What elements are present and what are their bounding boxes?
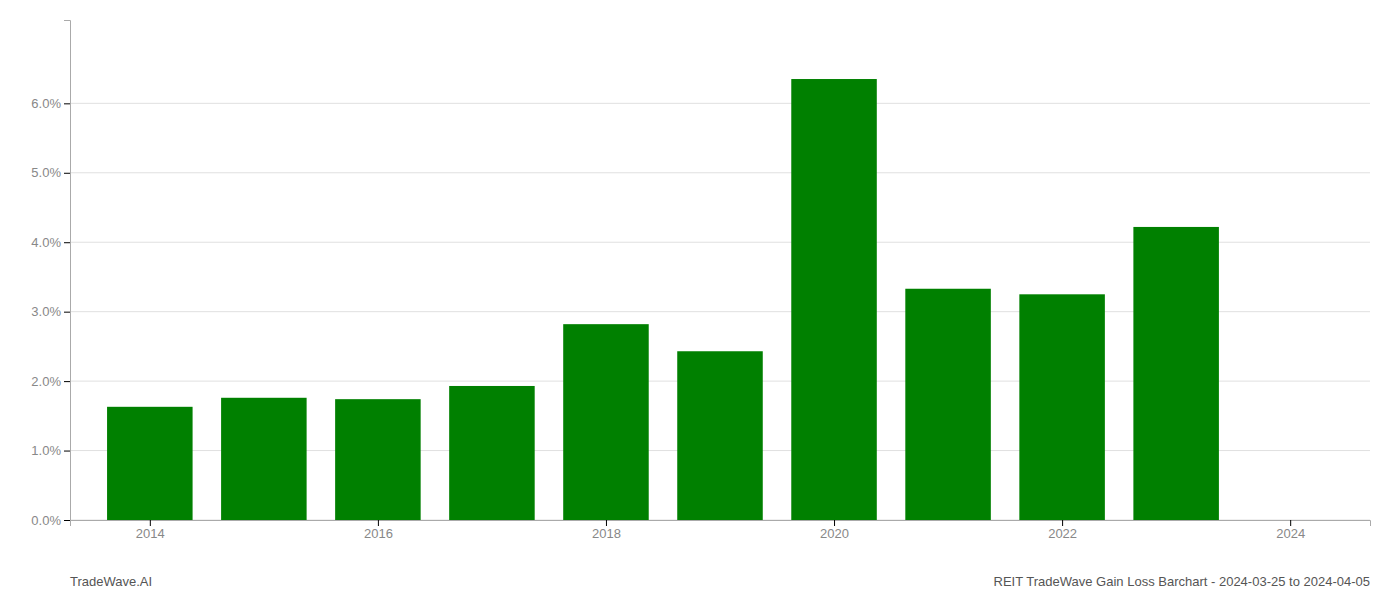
bar [1019,294,1105,520]
grid-line [70,103,1370,104]
footer: TradeWave.AI REIT TradeWave Gain Loss Bar… [70,574,1370,589]
y-tick-mark [64,451,70,452]
x-tick-mark [1290,520,1291,526]
bar [677,351,763,520]
x-tick-label: 2020 [820,526,849,541]
bar [449,386,535,520]
y-axis-line [64,21,71,521]
x-tick-label: 2014 [136,526,165,541]
y-axis: 0.0% 1.0% 2.0% 3.0% 4.0% 5.0% 6.0% [31,21,70,528]
y-tick-label: 4.0% [31,235,61,250]
y-tick-label: 1.0% [31,443,61,458]
title: REIT TradeWave Gain Loss Barchart - 2024… [994,574,1370,589]
bar [791,79,877,520]
x-tick: 2014 [136,520,165,541]
x-tick: 2016 [364,520,393,541]
bar [221,398,307,520]
x-axis-line [71,521,1371,527]
x-tick: 2018 [592,520,621,541]
x-tick: 2024 [1276,520,1305,541]
bar [905,289,991,520]
x-axis: 2014 2016 2018 2020 2022 2024 [71,520,1371,541]
y-tick-label: 3.0% [31,304,61,319]
y-tick-label: 5.0% [31,165,61,180]
plot-area [107,79,1219,520]
y-tick: 2.0% [31,374,70,389]
y-tick-label: 0.0% [31,513,61,528]
x-tick-mark [378,520,379,526]
x-tick-label: 2016 [364,526,393,541]
y-tick-label: 2.0% [31,374,61,389]
y-tick-mark [64,520,70,521]
x-tick-mark [606,520,607,526]
chart: 2014 2016 2018 2020 2022 2024 0.0% 1.0% 2.0% 3.0%… [0,0,1400,600]
x-tick-mark [834,520,835,526]
y-tick-mark [64,312,70,313]
bar [563,324,649,520]
x-tick: 2022 [1048,520,1077,541]
y-tick-mark [64,242,70,243]
y-tick-mark [64,103,70,104]
y-tick-label: 6.0% [31,96,61,111]
x-tick-mark [1062,520,1063,526]
x-tick-mark [150,520,151,526]
bar [107,407,193,520]
y-tick-mark [64,173,70,174]
y-tick: 4.0% [31,235,70,250]
bar [1133,227,1219,520]
y-tick: 1.0% [31,443,70,458]
y-tick: 6.0% [31,96,70,111]
x-tick-label: 2018 [592,526,621,541]
footer-left: TradeWave.AI [70,574,152,589]
y-tick: 3.0% [31,304,70,319]
x-tick-label: 2022 [1048,526,1077,541]
grid-line [70,172,1370,173]
y-tick: 5.0% [31,165,70,180]
y-tick: 0.0% [31,513,70,528]
y-tick-mark [64,381,70,382]
x-tick-label: 2024 [1276,526,1305,541]
x-tick: 2020 [820,520,849,541]
bar [335,399,421,520]
grid [70,103,1370,520]
